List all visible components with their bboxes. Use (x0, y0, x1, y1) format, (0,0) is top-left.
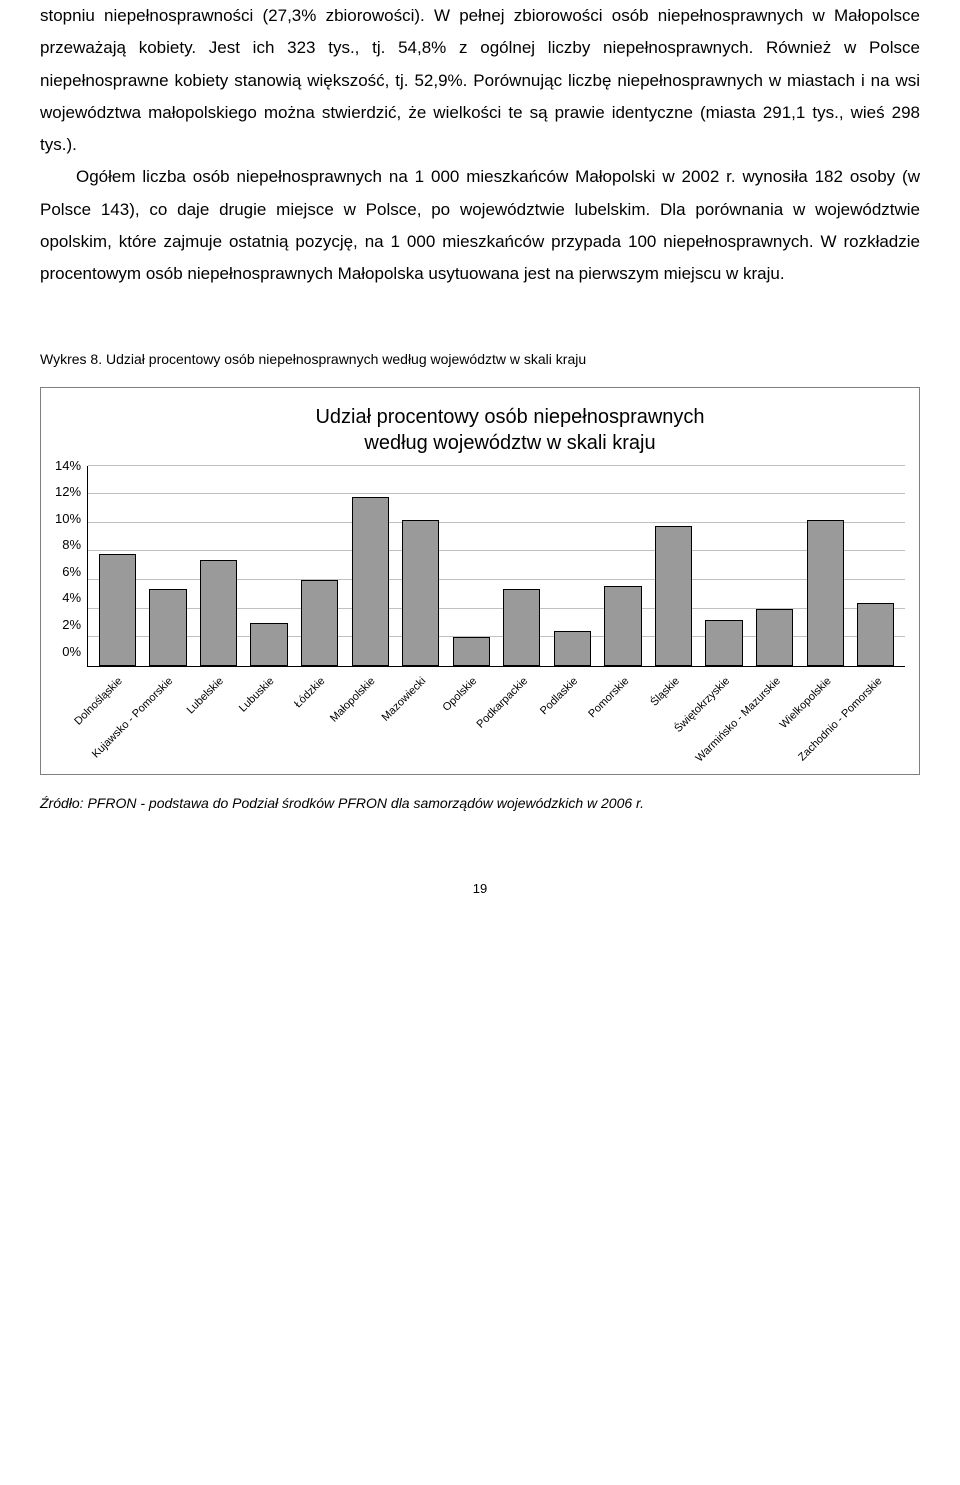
bar-slot (195, 466, 242, 666)
bar-slot (701, 466, 748, 666)
bar (250, 623, 287, 666)
x-tick-label: Opolskie (440, 675, 479, 714)
chart-caption: Wykres 8. Udział procentowy osób niepełn… (40, 351, 920, 367)
bar-slot (347, 466, 394, 666)
chart-source: Źródło: PFRON - podstawa do Podział środ… (40, 795, 920, 811)
y-tick-label: 14% (55, 459, 81, 473)
bar (857, 603, 894, 666)
chart-title-line1: Udział procentowy osób niepełnosprawnych (315, 406, 704, 428)
bar-slot (448, 466, 495, 666)
bar-slot (650, 466, 697, 666)
bar-slot (802, 466, 849, 666)
chart-title-line2: według województw w skali kraju (364, 432, 655, 454)
y-tick-label: 6% (62, 565, 81, 579)
bar (200, 560, 237, 666)
y-tick-label: 0% (62, 645, 81, 659)
bar-slot (246, 466, 293, 666)
bar-slot (852, 466, 899, 666)
bar (655, 526, 692, 666)
bar (604, 586, 641, 666)
bar-slot (600, 466, 647, 666)
body-paragraphs: stopniu niepełnosprawności (27,3% zbioro… (40, 0, 920, 291)
y-tick-label: 4% (62, 591, 81, 605)
y-tick-label: 8% (62, 538, 81, 552)
bar (99, 554, 136, 665)
chart-title: Udział procentowy osób niepełnosprawnych… (115, 404, 905, 456)
y-tick-label: 10% (55, 512, 81, 526)
bar-slot (94, 466, 141, 666)
x-tick-label: Lubuskie (237, 675, 277, 715)
plot-area (87, 466, 905, 667)
bar (352, 497, 389, 666)
x-axis: DolnośląskieKujawsko - PomorskieLubelski… (87, 669, 905, 764)
x-tick-label: Dolnośląskie (72, 675, 125, 728)
bar (503, 589, 540, 666)
bar-slot (296, 466, 343, 666)
bar-slot (397, 466, 444, 666)
bar (554, 631, 591, 665)
page-number: 19 (40, 881, 920, 896)
y-axis: 14% 12% 10% 8% 6% 4% 2% 0% (55, 459, 87, 659)
bar (807, 520, 844, 666)
bar-slot (499, 466, 546, 666)
bar (756, 609, 793, 666)
y-tick-label: 2% (62, 618, 81, 632)
x-tick-label: Lubelskie (185, 675, 226, 716)
x-tick-label: Śląskie (648, 675, 682, 709)
bar-slot (751, 466, 798, 666)
chart-container: Udział procentowy osób niepełnosprawnych… (40, 387, 920, 775)
bar (402, 520, 439, 666)
bar (301, 580, 338, 666)
bar-slot (145, 466, 192, 666)
y-tick-label: 12% (55, 485, 81, 499)
x-tick-label: Łódzkie (292, 675, 327, 710)
bar (705, 620, 742, 666)
bar (149, 589, 186, 666)
bar-slot (549, 466, 596, 666)
bar (453, 637, 490, 666)
